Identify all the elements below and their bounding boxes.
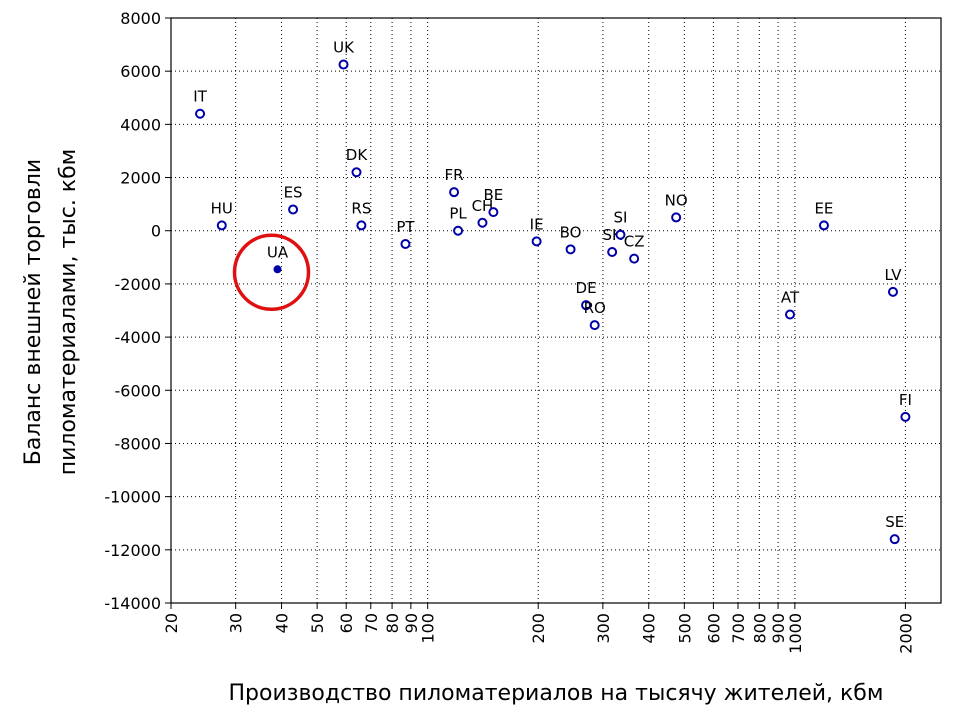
x-axis-title: Производство пиломатериалов на тысячу жи… xyxy=(229,681,884,706)
point-label: PL xyxy=(449,205,467,223)
plot-frame xyxy=(170,17,942,604)
point-marker xyxy=(629,253,640,264)
y-tick-label: 6000 xyxy=(120,62,161,81)
x-tick-label: 90 xyxy=(402,613,421,633)
point-label: UA xyxy=(267,243,289,261)
x-tick-label: 70 xyxy=(362,613,381,633)
point-marker xyxy=(581,300,592,311)
point-marker xyxy=(400,239,411,250)
point-marker xyxy=(887,286,898,297)
point-label: HU xyxy=(211,199,233,217)
y-tick-label: -10000 xyxy=(104,488,161,507)
point-label: RO xyxy=(584,299,606,317)
point-marker xyxy=(195,108,206,119)
point-marker xyxy=(785,309,796,320)
point-label: FR xyxy=(445,166,464,184)
x-tick-label: 40 xyxy=(273,613,292,633)
point-marker xyxy=(288,204,299,215)
y-tick-label: -14000 xyxy=(104,594,161,613)
point-marker-highlighted xyxy=(273,265,282,274)
point-marker xyxy=(216,220,227,231)
y-tick-label: -2000 xyxy=(115,275,162,294)
point-label: IE xyxy=(530,215,544,233)
point-label: DK xyxy=(346,146,369,164)
point-label: CZ xyxy=(624,233,645,251)
point-label: BO xyxy=(560,223,582,241)
y-tick-label: -8000 xyxy=(115,434,162,453)
x-tick-label: 200 xyxy=(529,613,548,644)
x-tick-label: 900 xyxy=(769,613,788,644)
point-label: PT xyxy=(396,218,415,236)
x-tick-label: 30 xyxy=(227,613,246,633)
x-tick-label: 700 xyxy=(729,613,748,644)
x-tick-label: 100 xyxy=(419,613,438,644)
point-label: UK xyxy=(333,39,355,57)
x-tick-label: 2000 xyxy=(896,613,915,654)
point-marker xyxy=(449,187,460,198)
point-label: NO xyxy=(665,191,688,209)
point-label: LV xyxy=(884,266,902,284)
point-label: SI xyxy=(613,209,627,227)
point-marker xyxy=(488,207,499,218)
point-marker xyxy=(565,244,576,255)
point-marker xyxy=(671,212,682,223)
point-marker xyxy=(818,220,829,231)
y-axis-title-line1: Баланс внешней торговли xyxy=(21,159,46,465)
x-tick-label: 600 xyxy=(704,613,723,644)
x-tick-label: 50 xyxy=(308,613,327,633)
point-marker xyxy=(615,229,626,240)
point-label: FI xyxy=(899,391,912,409)
point-label: IT xyxy=(193,88,207,106)
x-tick-label: 800 xyxy=(750,613,769,644)
y-tick-label: -4000 xyxy=(115,328,162,347)
x-tick-label: 300 xyxy=(594,613,613,644)
y-tick-label: -6000 xyxy=(115,381,162,400)
x-tick-label: 80 xyxy=(383,613,402,633)
point-marker xyxy=(338,59,349,70)
point-label: RS xyxy=(351,199,371,217)
axis-ticks: -14000 -12000 -10000 -8000 -6000 -4000 -2000 0 2… xyxy=(104,9,915,654)
point-label: DE xyxy=(576,279,597,297)
point-marker xyxy=(453,225,464,236)
y-tick-label: -12000 xyxy=(104,541,161,560)
x-tick-label: 20 xyxy=(162,613,181,633)
point-marker xyxy=(351,167,362,178)
grid xyxy=(171,18,941,603)
point-label: EE xyxy=(814,199,833,217)
point-marker xyxy=(607,247,618,257)
point-marker xyxy=(900,411,911,422)
point-label: CH xyxy=(472,197,494,215)
y-tick-label: 0 xyxy=(151,222,161,241)
x-tick-label: 400 xyxy=(640,613,659,644)
y-tick-label: 4000 xyxy=(120,115,161,134)
point-marker xyxy=(889,534,900,545)
point-label: ES xyxy=(284,183,303,201)
y-tick-label: 8000 xyxy=(120,9,161,28)
point-label: SE xyxy=(885,513,904,531)
point-marker xyxy=(477,217,488,228)
point-marker xyxy=(356,220,367,231)
point-marker xyxy=(531,236,542,247)
point-marker xyxy=(589,320,600,331)
point-label: AT xyxy=(781,288,800,306)
x-tick-label: 1000 xyxy=(786,613,805,654)
y-tick-label: 2000 xyxy=(120,169,161,188)
x-tick-label: 500 xyxy=(675,613,694,644)
point-label: BE xyxy=(483,186,503,204)
y-axis-title-line2: пиломатериалами, тыс. кбм xyxy=(56,149,81,476)
x-tick-label: 60 xyxy=(337,613,356,633)
highlight-circle xyxy=(232,233,311,312)
